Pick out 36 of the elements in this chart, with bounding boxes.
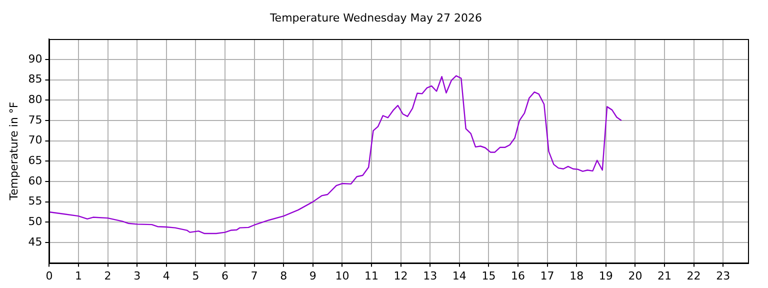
y-tick-label: 85 (28, 72, 42, 86)
x-tick-label: 16 (510, 269, 525, 282)
x-tick-label: 1 (74, 269, 82, 282)
y-tick-label: 50 (28, 215, 42, 228)
x-tick-label: 21 (657, 269, 672, 282)
x-tick-label: 17 (540, 269, 554, 282)
x-tick-label: 18 (570, 269, 584, 282)
y-tick-label: 80 (28, 93, 42, 106)
x-tick-label: 15 (482, 269, 496, 282)
chart-title: Temperature Wednesday May 27 2026 (268, 11, 482, 24)
y-tick-label: 55 (28, 194, 42, 208)
x-tick-label: 23 (716, 269, 730, 282)
x-tick-label: 22 (686, 269, 701, 282)
y-tick-label: 90 (28, 52, 42, 66)
x-tick-label: 2 (104, 269, 112, 282)
x-tick-label: 20 (628, 269, 642, 282)
x-tick-label: 14 (452, 269, 466, 282)
x-tick-label: 11 (364, 269, 378, 282)
x-tick-label: 12 (394, 269, 408, 282)
y-tick-label: 75 (28, 113, 42, 126)
x-tick-label: 7 (250, 269, 258, 282)
x-tick-label: 19 (598, 269, 613, 282)
x-tick-label: 10 (335, 269, 350, 282)
y-tick-label: 70 (28, 134, 42, 147)
y-tick-label: 60 (28, 174, 42, 188)
y-tick-label: 45 (28, 235, 42, 248)
x-tick-label: 6 (221, 269, 228, 282)
y-axis-title: Temperature in °F (7, 102, 20, 202)
x-tick-label: 5 (192, 269, 200, 282)
x-tick-label: 8 (280, 269, 288, 282)
x-tick-label: 3 (134, 269, 141, 282)
x-tick-label: 0 (46, 269, 53, 282)
x-tick-label: 13 (423, 269, 438, 282)
y-tick-label: 65 (28, 154, 42, 168)
x-tick-label: 9 (309, 269, 316, 282)
x-tick-label: 4 (162, 269, 170, 282)
